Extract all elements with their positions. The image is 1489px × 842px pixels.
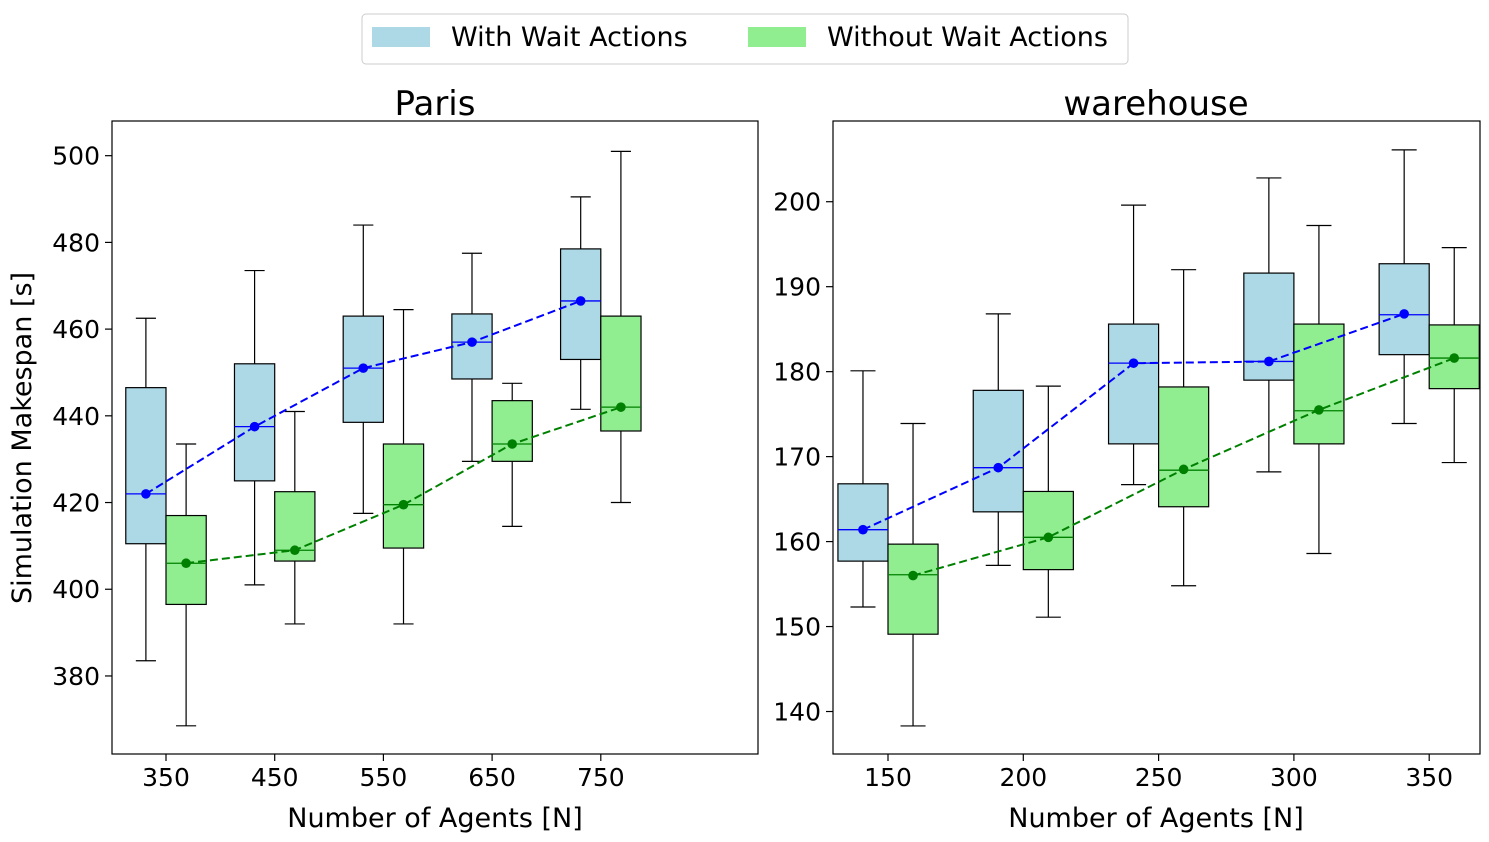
box-with-wait <box>451 252 493 462</box>
box-iqr <box>1157 386 1210 508</box>
box-iqr <box>559 248 602 361</box>
mean-point-without-wait <box>1449 353 1460 363</box>
y-tick-label: 440 <box>52 402 100 431</box>
mean-point-with-wait <box>1264 356 1274 367</box>
legend-label-without-wait: Without Wait Actions <box>827 22 1108 53</box>
x-tick-label: 300 <box>1270 763 1318 792</box>
y-tick-label: 400 <box>52 575 100 604</box>
y-tick-label: 380 <box>52 662 100 691</box>
legend: With Wait Actions Without Wait Actions <box>361 13 1129 65</box>
mean-point-without-wait <box>1178 464 1189 475</box>
y-tick-label: 420 <box>52 489 100 518</box>
mean-point-with-wait <box>1128 358 1139 368</box>
x-tick-label: 650 <box>468 763 516 792</box>
mean-point-without-wait <box>1314 405 1324 415</box>
mean-point-with-wait <box>858 524 868 535</box>
chart-panel-paris: Paris Number of Agents [N] 380 400 420 440 4… <box>52 84 759 834</box>
mean-point-without-wait <box>616 402 626 412</box>
mean-point-with-wait <box>141 489 151 499</box>
chart-panel-warehouse: warehouse Number of Agents [N] 140 150 160… <box>773 84 1481 834</box>
mean-point-with-wait <box>249 421 260 432</box>
x-axis-label: Number of Agents [N] <box>1008 803 1303 834</box>
box-without-wait <box>382 308 425 625</box>
y-tick-label: 160 <box>773 528 821 557</box>
box-iqr <box>382 443 425 549</box>
x-axis-label: Number of Agents [N] <box>287 803 582 834</box>
y-tick-label: 480 <box>52 228 100 257</box>
x-tick-label: 150 <box>864 763 912 792</box>
y-tick-label: 190 <box>773 273 821 302</box>
box-iqr <box>600 315 642 432</box>
box-with-wait <box>1107 204 1160 486</box>
mean-point-with-wait <box>1399 309 1409 319</box>
box-without-wait <box>1022 385 1074 618</box>
x-tick-label: 350 <box>142 763 190 792</box>
box-with-wait <box>233 269 276 586</box>
mean-point-without-wait <box>507 439 518 449</box>
x-tick-label: 750 <box>577 763 625 792</box>
y-tick-label: 180 <box>773 358 821 387</box>
mean-point-without-wait <box>398 499 409 510</box>
box-without-wait <box>165 443 207 727</box>
box-iqr <box>972 389 1024 513</box>
box-with-wait <box>837 370 889 608</box>
chart-title: Paris <box>395 84 476 124</box>
box-with-wait <box>559 196 602 410</box>
y-axis-label: Simulation Makespan [s] <box>7 272 38 604</box>
y-tick-label: 150 <box>773 613 821 642</box>
mean-point-without-wait <box>908 570 918 581</box>
legend-frame <box>361 13 1129 65</box>
box-iqr <box>491 400 533 462</box>
y-tick-label: 460 <box>52 315 100 344</box>
x-tick-label: 200 <box>999 763 1047 792</box>
box-without-wait <box>1293 224 1345 555</box>
box-without-wait <box>1428 247 1480 464</box>
mean-point-with-wait <box>575 296 586 306</box>
y-tick-label: 140 <box>773 698 821 727</box>
chart-title: warehouse <box>1063 84 1248 124</box>
box-iqr <box>125 387 167 545</box>
y-tick-label: 170 <box>773 443 821 472</box>
box-with-wait <box>1378 149 1430 425</box>
legend-swatch-without-wait <box>748 27 806 47</box>
x-tick-label: 250 <box>1135 763 1183 792</box>
box-iqr <box>1107 323 1160 445</box>
mean-point-without-wait <box>290 545 300 556</box>
box-with-wait <box>1243 177 1295 473</box>
box-iqr <box>1293 323 1345 445</box>
mean-point-with-wait <box>993 462 1004 473</box>
y-tick-label: 500 <box>52 142 100 171</box>
mean-line-with-wait <box>145 299 582 495</box>
box-iqr <box>887 543 939 635</box>
mean-line-without-wait <box>185 406 622 565</box>
plot-frame <box>832 120 1481 755</box>
y-tick-label: 200 <box>773 188 821 217</box>
box-without-wait <box>491 382 533 527</box>
box-iqr <box>1022 490 1074 571</box>
mean-point-with-wait <box>358 363 369 373</box>
box-without-wait <box>600 150 642 504</box>
x-tick-label: 350 <box>1405 763 1453 792</box>
box-without-wait <box>274 410 316 625</box>
x-tick-label: 450 <box>251 763 299 792</box>
mean-point-without-wait <box>1043 532 1054 543</box>
box-with-wait <box>125 317 167 662</box>
mean-point-without-wait <box>181 558 191 569</box>
mean-point-with-wait <box>467 337 477 347</box>
legend-swatch-with-wait <box>372 27 430 47</box>
plot-frame <box>111 120 759 755</box>
x-tick-label: 550 <box>360 763 408 792</box>
box-with-wait <box>972 313 1024 566</box>
box-without-wait <box>887 422 939 727</box>
legend-label-with-wait: With Wait Actions <box>451 22 688 53</box>
box-without-wait <box>1157 269 1210 587</box>
